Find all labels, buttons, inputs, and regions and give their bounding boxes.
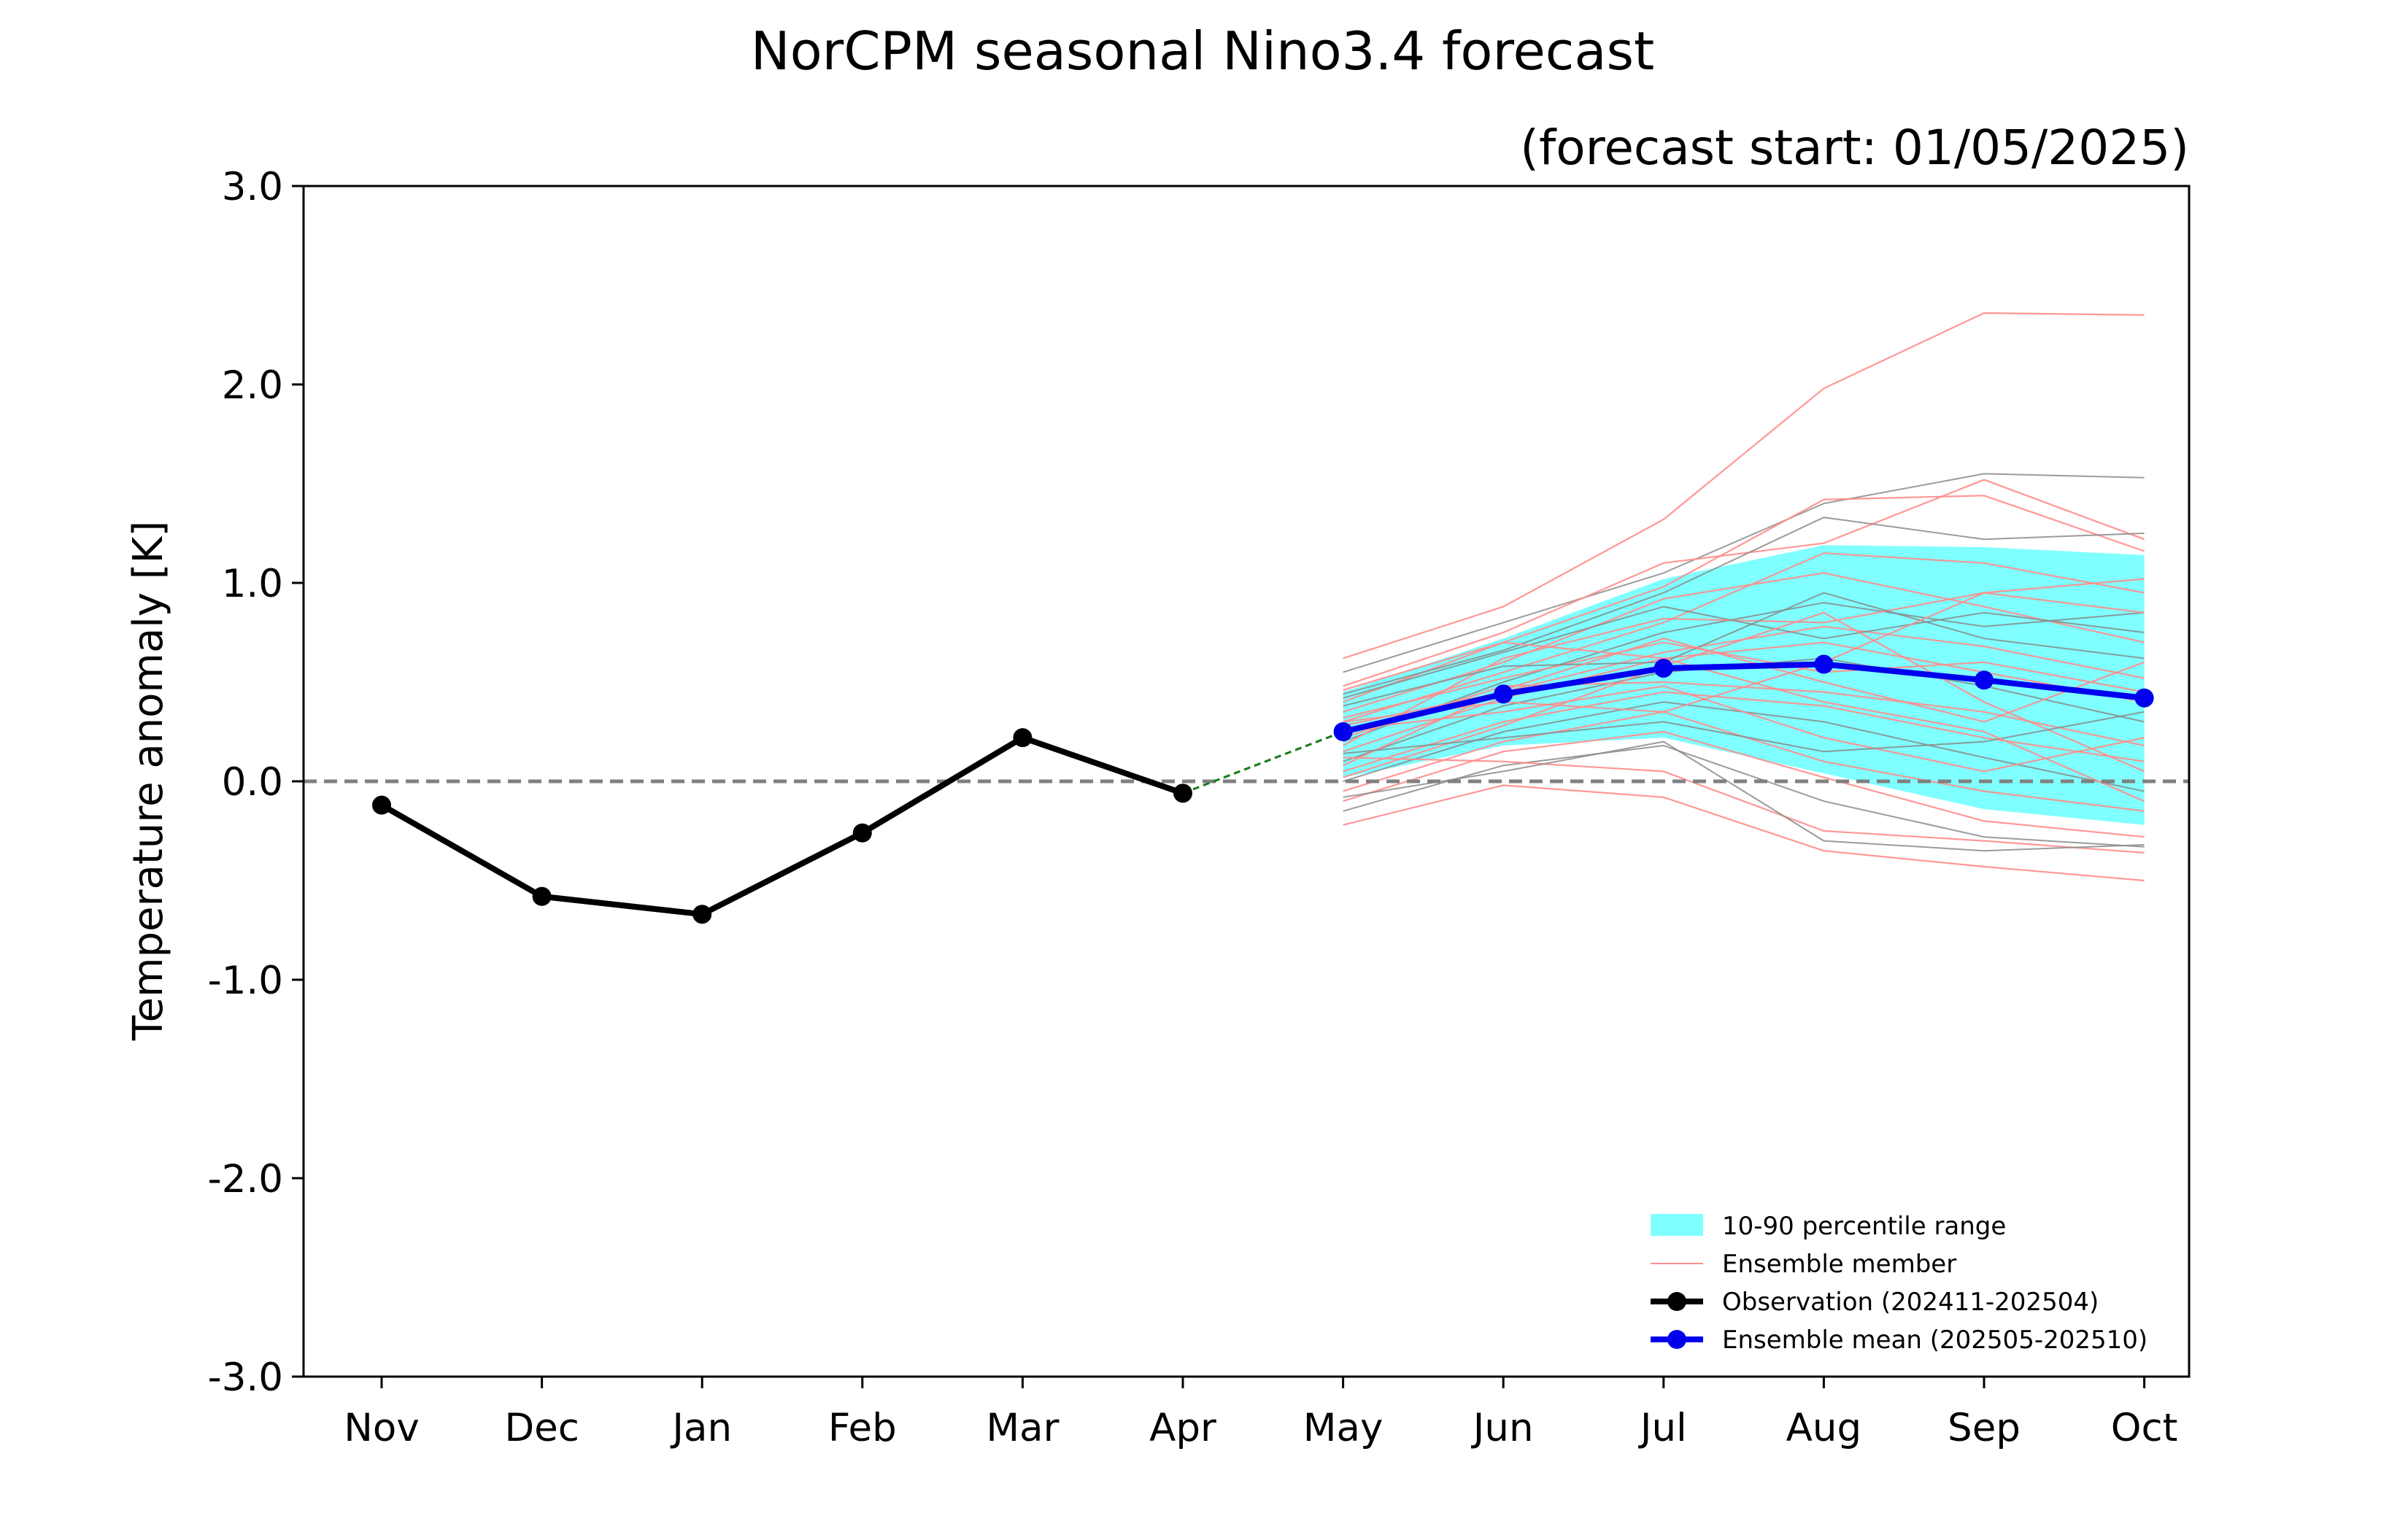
y-tick-label: 3.0	[222, 165, 283, 209]
legend-marker-observation	[1667, 1292, 1686, 1311]
x-tick-label-jan: Jan	[670, 1406, 732, 1450]
observation-forecast-connector	[1182, 730, 1344, 794]
ensemble-member-line-23	[1343, 592, 2145, 707]
x-axis-ticks: Nov Dec Jan Feb Mar Apr May Jun Jul Aug Sep Oct	[344, 1377, 2177, 1450]
connector-layer	[1182, 730, 1344, 794]
ensemble-mean-line	[1342, 661, 2145, 735]
ensemble-member-line-10	[1343, 641, 2145, 753]
ensemble-member-line-29	[1343, 711, 2145, 754]
observation-point-nov	[372, 795, 391, 815]
observation-point-feb	[852, 823, 872, 843]
legend-label-percentile: 10-90 percentile range	[1722, 1212, 2006, 1241]
observation-point-mar	[1013, 728, 1033, 748]
y-tick-label: -2.0	[208, 1157, 283, 1202]
ensemble-member-line-26	[1343, 606, 2145, 699]
observation-line	[380, 735, 1184, 918]
ensemble-member-line-21	[1343, 641, 2145, 719]
ensemble-member-line-13	[1343, 691, 2145, 773]
x-tick-label-jun: Jun	[1471, 1406, 1534, 1450]
ensemble-member-line-8	[1343, 602, 2145, 743]
y-tick-label: 2.0	[222, 363, 283, 408]
x-tick-label-oct: Oct	[2111, 1406, 2178, 1450]
y-axis-label: Temperature anomaly [K]	[125, 521, 172, 1041]
ensemble-member-line-16	[1343, 730, 2145, 838]
chart-title: NorCPM seasonal Nino3.4 forecast	[751, 20, 1654, 82]
ensemble-mean-point-aug	[1814, 654, 1834, 674]
x-tick-label-may: May	[1303, 1406, 1384, 1450]
ensemble-member-line-7	[1343, 572, 2145, 713]
x-tick-label-mar: Mar	[986, 1406, 1059, 1450]
chart-subtitle: (forecast start: 01/05/2025)	[1520, 120, 2189, 176]
legend-marker-mean	[1667, 1330, 1686, 1349]
y-tick-label: -3.0	[208, 1355, 283, 1400]
ensemble-member-line-1	[1343, 312, 2145, 659]
y-tick-label: 0.0	[222, 760, 283, 805]
x-tick-label-dec: Dec	[504, 1406, 579, 1450]
x-tick-label-nov: Nov	[344, 1406, 419, 1450]
ensemble-member-line-28	[1343, 592, 2145, 723]
ensemble-member-line-5	[1343, 517, 2145, 695]
x-tick-label-apr: Apr	[1149, 1406, 1216, 1450]
ensemble-member-line-3	[1343, 479, 2145, 687]
legend-swatch-percentile	[1651, 1214, 1703, 1236]
percentile-band-layer	[1343, 545, 2145, 825]
y-tick-label: 1.0	[222, 562, 283, 606]
ensemble-mean-point-sep	[1975, 670, 1994, 690]
observation-layer	[372, 728, 1192, 924]
x-tick-label-jul: Jul	[1638, 1406, 1687, 1450]
ensemble-member-line-20	[1343, 740, 2145, 852]
ensemble-member-line-27	[1343, 611, 2145, 778]
ensemble-member-line-18	[1343, 784, 2145, 882]
legend-label-observation: Observation (202411-202504)	[1722, 1288, 2099, 1317]
ensemble-member-line-19	[1343, 757, 2145, 854]
ensemble-member-line-17	[1343, 744, 2145, 848]
ensemble-mean-point-may	[1333, 722, 1353, 741]
ensemble-mean-point-oct	[2134, 688, 2154, 708]
observation-point-dec	[532, 886, 552, 906]
ensemble-member-line-2	[1343, 473, 2145, 673]
ensemble-member-line-30	[1343, 641, 2145, 802]
legend-label-mean: Ensemble mean (202505-202510)	[1722, 1326, 2147, 1355]
ensemble-mean-point-jul	[1653, 658, 1673, 678]
percentile-range-band	[1343, 545, 2145, 825]
legend: 10-90 percentile range Ensemble member O…	[1651, 1212, 2147, 1355]
legend-label-member: Ensemble member	[1722, 1250, 1956, 1279]
y-tick-label: -1.0	[208, 959, 283, 1003]
y-axis-ticks: 3.0 2.0 1.0 0.0 -1.0 -2.0 -3.0	[208, 165, 304, 1400]
x-tick-label-aug: Aug	[1786, 1406, 1862, 1450]
ensemble-member-line-4	[1343, 495, 2145, 703]
ensemble-mean-layer	[1333, 654, 2154, 741]
x-tick-label-feb: Feb	[828, 1406, 897, 1450]
ensemble-member-line-24	[1343, 685, 2145, 773]
x-tick-label-sep: Sep	[1948, 1406, 2021, 1450]
ensemble-member-line-6	[1343, 552, 2145, 723]
ensemble-mean-point-jun	[1494, 684, 1513, 704]
observation-point-jan	[692, 905, 712, 924]
ensemble-members-layer	[1343, 312, 2145, 882]
observation-point-apr	[1173, 784, 1192, 803]
